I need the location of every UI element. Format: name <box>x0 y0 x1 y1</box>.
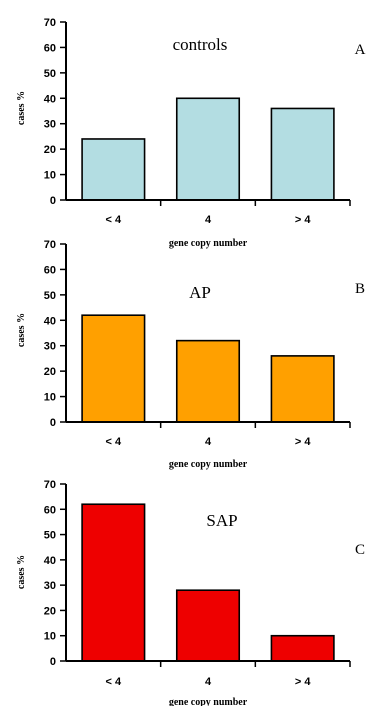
x-axis-title: gene copy number <box>169 238 248 249</box>
y-tick-label: 10 <box>44 170 56 182</box>
y-tick-label: 0 <box>50 195 56 207</box>
y-tick-label: 50 <box>44 68 56 80</box>
y-tick-label: 60 <box>44 42 56 54</box>
bar-b-0 <box>81 314 146 423</box>
panel-letter: C <box>355 542 365 558</box>
x-tick-label: 4 <box>205 676 212 688</box>
x-tick-label: > 4 <box>295 436 311 448</box>
y-tick-label: 70 <box>44 239 56 251</box>
panel-letter: A <box>355 42 366 58</box>
panel-title: AP <box>189 283 211 302</box>
chart-panel-b: 0 10 20 30 40 50 60 70 < 4 4 > 4 gene copy number ca… <box>16 239 365 470</box>
y-tick-label: 0 <box>50 417 56 429</box>
panel-letter: B <box>355 281 365 297</box>
x-tick-label: < 4 <box>106 436 122 448</box>
y-tick-label: 70 <box>44 479 56 491</box>
y-tick-label: 10 <box>44 392 56 404</box>
y-tick-label: 30 <box>44 119 56 131</box>
y-tick-label: 40 <box>44 315 56 327</box>
y-tick-label: 60 <box>44 504 56 516</box>
x-tick-label: > 4 <box>295 214 311 226</box>
bar-c-1 <box>175 589 241 662</box>
y-tick-label: 40 <box>44 93 56 105</box>
y-tick-label: 20 <box>44 144 56 156</box>
bar-c-0 <box>81 503 146 662</box>
y-tick-label: 10 <box>44 631 56 643</box>
x-axis-title: gene copy number <box>169 459 248 470</box>
bar-c-2 <box>270 634 335 662</box>
y-tick-label: 20 <box>44 605 56 617</box>
y-tick-label: 40 <box>44 555 56 567</box>
x-tick-label: < 4 <box>106 676 122 688</box>
x-tick-label: 4 <box>205 436 212 448</box>
y-axis-title: cases % <box>16 555 27 589</box>
bar-a-1 <box>175 97 241 201</box>
y-tick-label: 50 <box>44 290 56 302</box>
panel-title: SAP <box>206 511 237 530</box>
y-axis-title: cases % <box>16 313 27 347</box>
x-axis-title: gene copy number <box>169 697 248 706</box>
y-tick-label: 70 <box>44 17 56 29</box>
bar-b-1 <box>175 339 241 423</box>
bar-a-2 <box>270 107 335 201</box>
chart-panel-a: 0 10 20 30 40 50 60 70 < 4 4 > 4 gene copy number ca… <box>16 17 366 249</box>
x-tick-label: > 4 <box>295 676 311 688</box>
chart-panel-c: 0 10 20 30 40 50 60 70 < 4 4 > 4 gene copy number ca… <box>16 479 365 706</box>
x-tick-label: < 4 <box>106 214 122 226</box>
bar-a-0 <box>81 138 146 201</box>
y-tick-label: 0 <box>50 656 56 668</box>
y-tick-label: 50 <box>44 530 56 542</box>
y-axis-title: cases % <box>16 91 27 125</box>
bar-b-2 <box>270 355 335 423</box>
y-tick-label: 30 <box>44 580 56 592</box>
x-tick-label: 4 <box>205 214 212 226</box>
y-tick-label: 30 <box>44 341 56 353</box>
y-tick-label: 60 <box>44 264 56 276</box>
panel-title: controls <box>173 35 228 54</box>
y-tick-label: 20 <box>44 366 56 378</box>
